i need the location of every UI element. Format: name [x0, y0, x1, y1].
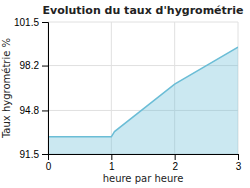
tick: 1	[109, 154, 115, 172]
tick-label: 0	[46, 161, 52, 172]
tick: 101.5	[14, 17, 48, 28]
axis-line	[49, 155, 239, 161]
area	[48, 47, 238, 154]
tick: 3	[236, 154, 242, 172]
tick-mark	[42, 66, 48, 67]
tick-mark	[238, 154, 239, 160]
tick-mark	[111, 154, 112, 160]
grid	[48, 22, 238, 154]
y-axis-title: Taux hygrométrie %	[1, 38, 12, 139]
tick: 0	[46, 154, 52, 172]
tick-mark	[42, 22, 48, 23]
tick-label: 91.5	[20, 149, 40, 160]
title: Evolution du taux d'hygrométrie	[43, 4, 244, 17]
line	[48, 47, 238, 137]
tick-mark	[42, 154, 48, 155]
y-axis: 91.5 94.8 98.2 101.5	[14, 17, 49, 160]
tick-label: 98.2	[20, 60, 40, 71]
axis-line	[42, 23, 49, 155]
tick-label: 2	[172, 161, 178, 172]
tick: 2	[172, 154, 178, 172]
tick-mark	[175, 154, 176, 160]
tick: 91.5	[20, 149, 48, 160]
x-axis-title: heure par heure	[103, 173, 184, 184]
tick: 98.2	[20, 60, 48, 71]
marks	[48, 47, 238, 154]
grid-line	[48, 22, 238, 23]
x-axis: 0 1 2 3	[46, 154, 242, 172]
plot: 0 1 2 3 91.5 94.8 98.2 101.5	[14, 17, 242, 172]
grid-line	[111, 22, 112, 154]
tick-label: 1	[109, 161, 115, 172]
chart: 0 1 2 3 91.5 94.8 98.2 101.5 Evolution du taux d…	[0, 0, 250, 188]
tick-label: 94.8	[20, 105, 40, 116]
tick-label: 101.5	[14, 17, 39, 28]
tick-mark	[42, 110, 48, 111]
tick: 94.8	[20, 105, 48, 116]
tick-label: 3	[236, 161, 242, 172]
